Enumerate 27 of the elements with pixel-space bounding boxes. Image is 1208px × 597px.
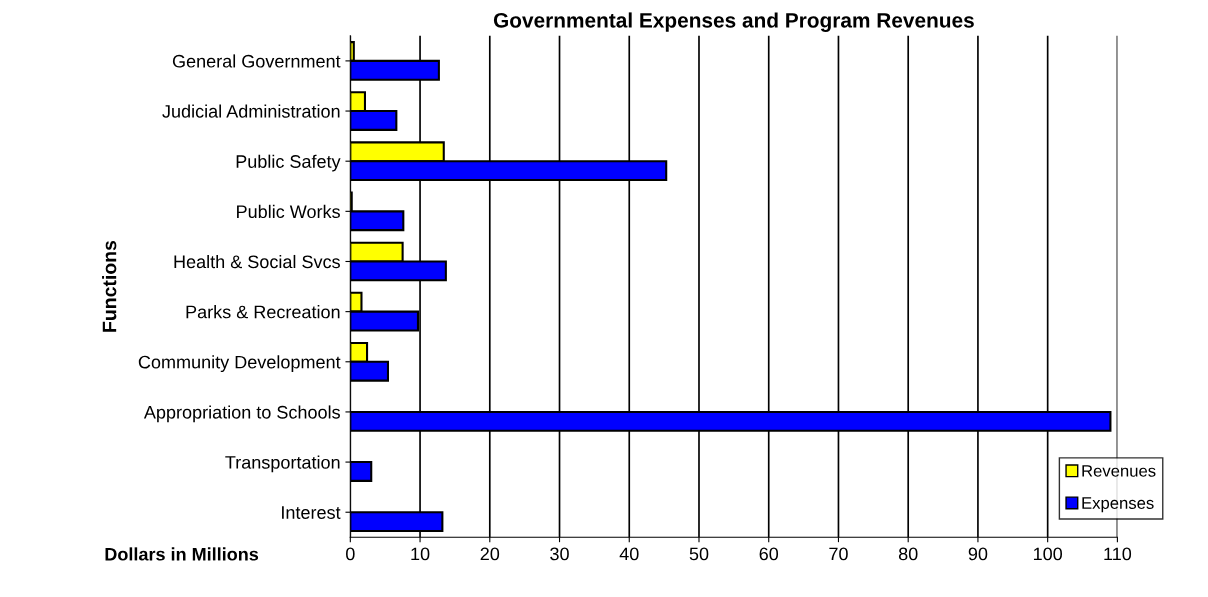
x-axis-title: Dollars in Millions [105, 547, 259, 561]
x-tick-label: 80 [898, 547, 918, 561]
y-tick-label: Transportation [225, 455, 340, 473]
x-tick-label: 110 [1104, 547, 1132, 561]
y-tick-label: Public Works [237, 204, 340, 219]
y-tick-label: Judicial Administration [162, 104, 340, 118]
x-tick-label: 90 [968, 547, 988, 561]
x-tick-label: 30 [550, 547, 569, 561]
y-axis-title: Functions [102, 240, 117, 332]
x-tick-label: 20 [480, 547, 500, 561]
x-tick-label: 100 [1033, 547, 1063, 561]
y-tick-label: Interest [282, 506, 341, 519]
x-tick-label: 0 [346, 547, 355, 561]
x-tick-label: 70 [829, 547, 848, 561]
y-tick-label: Health & Social Svcs [174, 254, 340, 269]
chart-title: Governmental Expenses and Program Revenues [493, 12, 974, 32]
y-tick-label: Public Safety [236, 154, 341, 172]
x-tick-label: 10 [411, 547, 430, 561]
legend-label: Expenses [1082, 497, 1154, 513]
y-tick-label: Appropriation to Schools [143, 405, 340, 423]
y-tick-label: General Government [172, 54, 341, 68]
y-tick-label: Parks & Recreation [186, 305, 340, 319]
x-tick-label: 50 [689, 547, 709, 561]
x-tick-label: 60 [759, 547, 779, 561]
x-tick-label: 40 [619, 547, 639, 561]
y-tick-label: Community Development [138, 355, 341, 373]
legend-label: Revenues [1082, 465, 1156, 477]
